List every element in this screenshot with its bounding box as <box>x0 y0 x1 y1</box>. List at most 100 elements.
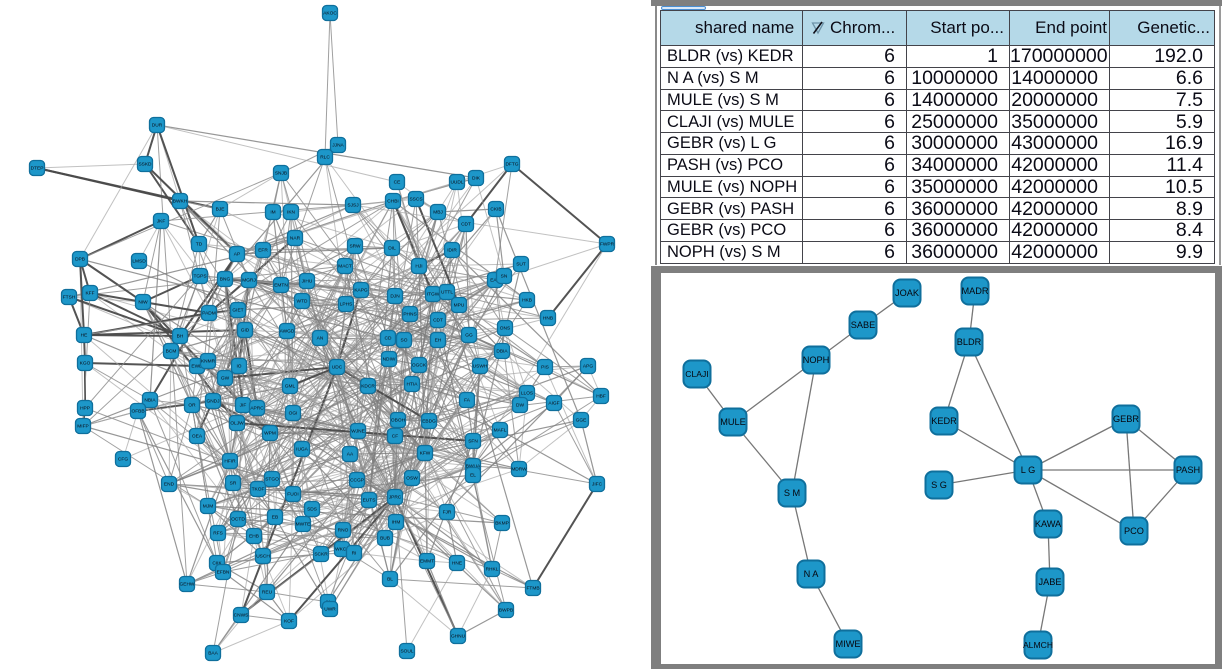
svg-text:OEA: OEA <box>192 434 203 440</box>
svg-text:GEHW: GEHW <box>180 582 195 588</box>
svg-text:MGRJ: MGRJ <box>242 278 256 284</box>
svg-text:OCTD: OCTD <box>231 517 245 523</box>
svg-text:AN: AN <box>317 336 324 342</box>
svg-text:GHNU: GHNU <box>451 634 466 640</box>
svg-text:NIW: NIW <box>138 300 148 306</box>
svg-text:KAWA: KAWA <box>1035 519 1062 529</box>
svg-text:OLJW: OLJW <box>230 421 244 427</box>
svg-text:NOPH: NOPH <box>803 355 830 365</box>
svg-text:IHM: IHM <box>392 520 401 526</box>
svg-text:MULE: MULE <box>720 417 746 427</box>
svg-text:IDIR: IDIR <box>447 248 457 254</box>
svg-text:NBIA: NBIA <box>144 398 156 404</box>
svg-text:FTMB: FTMB <box>526 586 539 592</box>
svg-text:SOUL: SOUL <box>400 649 413 655</box>
svg-text:EBDG: EBDG <box>422 419 436 425</box>
svg-text:GIET: GIET <box>232 308 243 314</box>
svg-text:AKOC: AKOC <box>323 11 337 17</box>
svg-text:FA: FA <box>464 398 471 404</box>
svg-text:ITGW: ITGW <box>427 292 440 298</box>
svg-text:GML: GML <box>285 384 296 390</box>
svg-text:EL: EL <box>470 473 476 479</box>
svg-text:RI: RI <box>352 551 357 557</box>
svg-text:END: END <box>164 482 175 488</box>
svg-text:EH: EH <box>435 338 442 344</box>
svg-text:BCM: BCM <box>166 349 177 355</box>
svg-text:TKOF: TKOF <box>252 487 265 493</box>
svg-text:OGCK: OGCK <box>412 363 427 369</box>
svg-text:CIIK: CIIK <box>212 561 222 567</box>
svg-text:GNDJ: GNDJ <box>206 399 220 405</box>
svg-text:AA: AA <box>347 452 354 458</box>
svg-text:JIF: JIF <box>240 403 247 409</box>
svg-text:STGO: STGO <box>265 477 279 483</box>
svg-text:HJI: HJI <box>415 264 422 270</box>
svg-text:SR: SR <box>230 481 237 487</box>
svg-text:PHNS: PHNS <box>403 312 416 318</box>
svg-text:OBOH: OBOH <box>391 418 406 424</box>
svg-text:MACT: MACT <box>338 264 352 270</box>
svg-text:GID: GID <box>241 328 250 334</box>
svg-text:JOAK: JOAK <box>895 288 920 298</box>
svg-text:AWGD: AWGD <box>280 329 295 335</box>
svg-text:MWTE: MWTE <box>296 522 311 528</box>
svg-text:HPP: HPP <box>80 406 90 412</box>
svg-text:IKN: IKN <box>287 210 296 216</box>
svg-text:EWD: EWD <box>191 364 203 370</box>
svg-text:S G: S G <box>931 480 947 490</box>
svg-text:CFG: CFG <box>118 457 128 463</box>
svg-text:HNE: HNE <box>452 561 462 567</box>
svg-text:KOF: KOF <box>284 619 294 625</box>
svg-text:IM: IM <box>270 210 275 216</box>
svg-text:GW: GW <box>221 376 230 382</box>
svg-text:JKF: JKF <box>157 219 166 225</box>
svg-text:LLOS: LLOS <box>521 391 533 397</box>
svg-text:DUR: DUR <box>152 123 163 129</box>
svg-text:IUGA: IUGA <box>296 447 309 453</box>
svg-text:BAA: BAA <box>208 651 218 657</box>
svg-text:KNMR: KNMR <box>201 359 216 365</box>
svg-text:JJNA: JJNA <box>332 143 344 149</box>
svg-text:CCGP: CCGP <box>350 478 364 484</box>
svg-text:TGPS: TGPS <box>193 274 206 280</box>
svg-text:SUT: SUT <box>516 262 526 268</box>
svg-text:MBJ: MBJ <box>433 210 443 216</box>
svg-text:CLAJI: CLAJI <box>685 369 708 379</box>
svg-text:BUB: BUB <box>380 536 390 542</box>
svg-text:HBF: HBF <box>596 394 606 400</box>
svg-text:NDIW: NDIW <box>383 357 396 363</box>
svg-text:OGI: OGI <box>289 411 298 417</box>
svg-text:S M: S M <box>784 488 800 498</box>
svg-text:AIGF: AIGF <box>548 401 559 407</box>
svg-text:ONS: ONS <box>500 326 510 332</box>
svg-text:KDCR: KDCR <box>361 384 375 390</box>
svg-text:CHBI: CHBI <box>387 199 398 205</box>
svg-text:EMTN: EMTN <box>274 283 288 289</box>
svg-text:BWUA: BWUA <box>466 464 481 470</box>
svg-text:MIFP: MIFP <box>77 424 88 430</box>
svg-text:PASH: PASH <box>1176 465 1200 475</box>
svg-text:HKB: HKB <box>522 298 532 304</box>
svg-text:SFN: SFN <box>468 439 478 445</box>
svg-text:PCO: PCO <box>1124 526 1144 536</box>
svg-text:KFF: KFF <box>85 291 94 297</box>
svg-text:KFW: KFW <box>420 451 431 457</box>
svg-text:REU: REU <box>262 590 273 596</box>
svg-text:EFBN: EFBN <box>217 570 230 576</box>
svg-text:EUTS: EUTS <box>363 498 376 504</box>
svg-text:CE: CE <box>394 180 401 186</box>
svg-text:EMMT: EMMT <box>420 559 434 565</box>
svg-text:FUOI: FUOI <box>287 492 298 498</box>
svg-text:DIL: DIL <box>388 246 396 252</box>
svg-text:SNJB: SNJB <box>275 171 287 177</box>
svg-text:HTIA: HTIA <box>407 382 419 388</box>
svg-text:GGE: GGE <box>576 418 587 424</box>
svg-text:WTD: WTD <box>297 299 308 305</box>
svg-text:DFTG: DFTG <box>505 162 518 168</box>
svg-text:MPU: MPU <box>454 303 465 309</box>
svg-text:BNG: BNG <box>220 277 231 283</box>
svg-text:NAR: NAR <box>290 236 301 242</box>
svg-text:BJE: BJE <box>216 207 225 213</box>
svg-text:BL: BL <box>387 577 393 583</box>
svg-text:BWKH: BWKH <box>173 199 188 205</box>
